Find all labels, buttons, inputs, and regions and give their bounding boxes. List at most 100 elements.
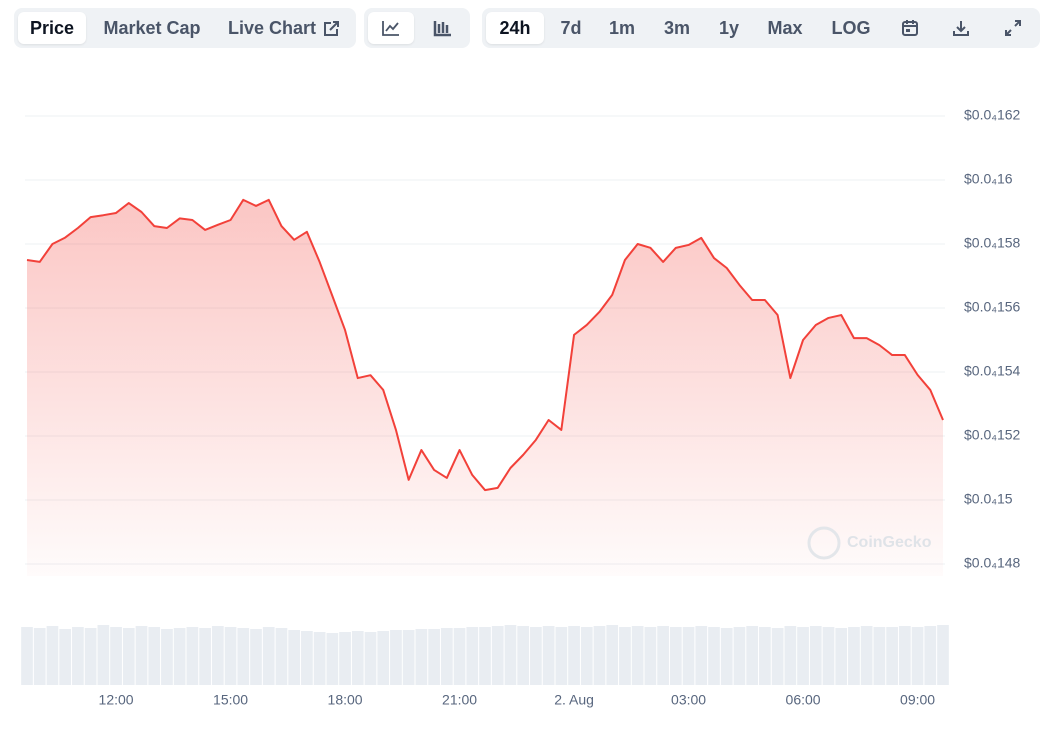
volume-bar [784, 626, 797, 685]
volume-bar [33, 628, 46, 685]
y-tick-label: $0.0₄148 [964, 555, 1021, 571]
volume-bar [453, 628, 466, 685]
volume-bar [351, 631, 364, 685]
volume-bar [720, 628, 733, 685]
volume-bar [122, 628, 135, 685]
volume-bar [860, 626, 873, 685]
range-button[interactable]: 1y [718, 18, 740, 38]
candle-chart-button[interactable] [420, 12, 466, 44]
expand-button[interactable] [992, 12, 1034, 44]
volume-bar [924, 626, 937, 685]
range-group [482, 8, 1040, 48]
volume-bar [708, 627, 720, 685]
volume-bar [835, 628, 848, 685]
volume-bar [479, 627, 491, 685]
volume-bar [873, 627, 886, 685]
volume-bar [326, 633, 339, 685]
volume-bar [911, 627, 924, 685]
volume-bar [161, 629, 173, 685]
x-tick-label: 06:00 [786, 692, 821, 708]
volume-bar [848, 627, 860, 685]
volume-bar [72, 627, 84, 685]
volume-bar [313, 632, 326, 685]
range-button[interactable]: 7d [560, 18, 582, 38]
volume-bar [46, 626, 59, 685]
volume-bar [377, 631, 390, 685]
volume-bar [415, 629, 428, 685]
volume-bar [746, 626, 759, 685]
volume-bar [364, 632, 377, 685]
volume-bar [682, 627, 695, 685]
volume-bar [631, 626, 644, 685]
range-button[interactable]: LOG [831, 18, 871, 38]
y-tick-label: $0.0₄16 [964, 171, 1013, 187]
volume-bar [135, 626, 148, 685]
y-tick-label: $0.0₄154 [964, 363, 1021, 379]
volume-bar [428, 629, 440, 685]
volume-bar [695, 626, 708, 685]
volume-bar [886, 627, 898, 685]
watermark: CoinGecko [807, 526, 932, 560]
price-line [26, 198, 944, 492]
volume-bar [21, 627, 33, 685]
volume-bar [466, 627, 479, 685]
volume-bar [148, 627, 161, 685]
volume-bar [580, 627, 593, 685]
range-button[interactable]: 1m [608, 18, 635, 38]
chart: $0.0₄148 $0.0₄15 $0.0₄152 $0.0₄154 $0.0₄156 $… [21, 107, 1021, 708]
volume-bar [402, 630, 415, 685]
x-tick-label: 15:00 [213, 692, 248, 708]
volume-bar [262, 627, 275, 685]
view-button[interactable]: Market Cap [103, 18, 201, 38]
x-tick-label: 03:00 [671, 692, 706, 708]
view-button[interactable]: Price [18, 12, 86, 44]
volume-bar [530, 627, 542, 685]
x-tick-label: 18:00 [328, 692, 363, 708]
volume-bar [224, 627, 237, 685]
volume-bar [644, 627, 657, 685]
calendar-button[interactable] [890, 12, 930, 44]
volume-bar [59, 629, 72, 685]
range-button[interactable]: Max [767, 18, 803, 38]
range-button[interactable]: 3m [663, 18, 690, 38]
volume-bar [440, 628, 453, 685]
range-button[interactable]: 24h [486, 12, 544, 44]
volume-bar [275, 628, 288, 685]
external-icon [324, 21, 339, 36]
volume-bar [619, 627, 631, 685]
axes: $0.0₄148 $0.0₄15 $0.0₄152 $0.0₄154 $0.0₄156 $… [21, 107, 1021, 708]
watermark-text: CoinGecko [847, 534, 932, 551]
volume-bar [759, 627, 771, 685]
volume-bar [97, 625, 110, 685]
volume-bar [542, 626, 555, 685]
price-area [27, 199, 943, 576]
y-tick-label: $0.0₄162 [964, 107, 1021, 123]
y-tick-label: $0.0₄158 [964, 235, 1021, 251]
volume-bar [173, 628, 186, 685]
volume-bar [491, 626, 504, 685]
volume-bar [593, 626, 606, 685]
line-chart-button[interactable] [368, 12, 414, 44]
x-tick-label: 12:00 [99, 692, 134, 708]
view-button[interactable]: Live Chart [227, 18, 317, 38]
volume-bar [390, 630, 402, 685]
volume-bar [937, 625, 949, 685]
x-tick-label: 21:00 [442, 692, 477, 708]
volume-bar [771, 628, 784, 685]
volume-bar [504, 625, 517, 685]
volume-bar [288, 630, 301, 685]
volume-bar [186, 627, 199, 685]
download-button[interactable] [940, 12, 982, 44]
volume-bar [199, 628, 211, 685]
volume-bar [822, 627, 835, 685]
volume-bar [733, 627, 746, 685]
volume-bar [339, 632, 351, 685]
volume-bar [237, 628, 250, 685]
volume-bar [301, 631, 313, 685]
volume-bar [657, 626, 669, 685]
y-tick-label: $0.0₄152 [964, 427, 1021, 443]
volume-bar [250, 629, 262, 685]
x-tick-label: 09:00 [900, 692, 935, 708]
volume-bar [84, 628, 97, 685]
